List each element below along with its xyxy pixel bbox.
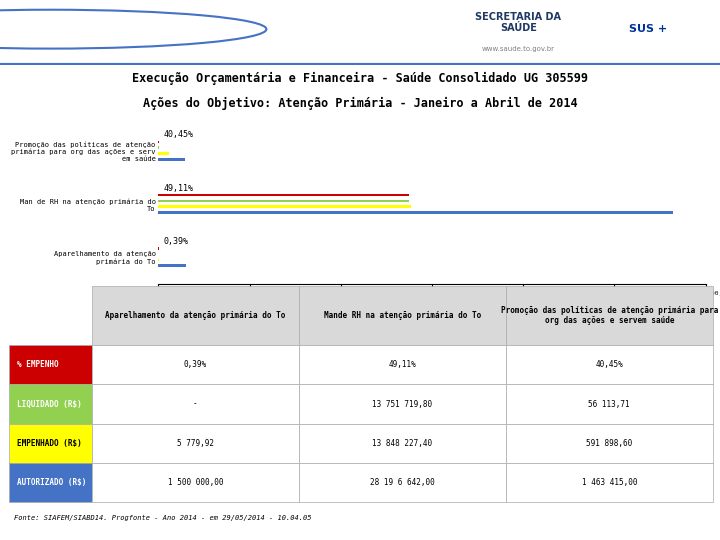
Text: 0,39%: 0,39% (164, 237, 189, 246)
Text: Execução Orçamentária e Financeira - Saúde Consolidado UG 305599: Execução Orçamentária e Financeira - Saú… (132, 72, 588, 85)
Text: 49,11%: 49,11% (164, 184, 194, 193)
Text: Fonte: SIAFEM/SIABD14. Progfonte - Ano 2014 - em 29/05/2014 - 10.04.05: Fonte: SIAFEM/SIABD14. Progfonte - Ano 2… (14, 515, 312, 522)
Text: Ações do Objetivo: Atenção Primária - Janeiro a Abril de 2014: Ações do Objetivo: Atenção Primária - Ja… (143, 97, 577, 110)
Text: www.saude.to.gov.br: www.saude.to.gov.br (482, 45, 555, 52)
Bar (158, 146, 159, 149)
Bar (158, 200, 409, 202)
Bar (158, 158, 185, 161)
Text: SUS +: SUS + (629, 24, 667, 34)
Bar (158, 140, 159, 143)
Text: SECRETARIA DA
SAÚDE: SECRETARIA DA SAÚDE (475, 12, 562, 33)
Bar (158, 205, 411, 208)
Bar (158, 152, 169, 155)
Bar (158, 265, 186, 267)
Bar (158, 194, 409, 197)
Bar (158, 211, 672, 214)
Text: 40,45%: 40,45% (164, 131, 194, 139)
